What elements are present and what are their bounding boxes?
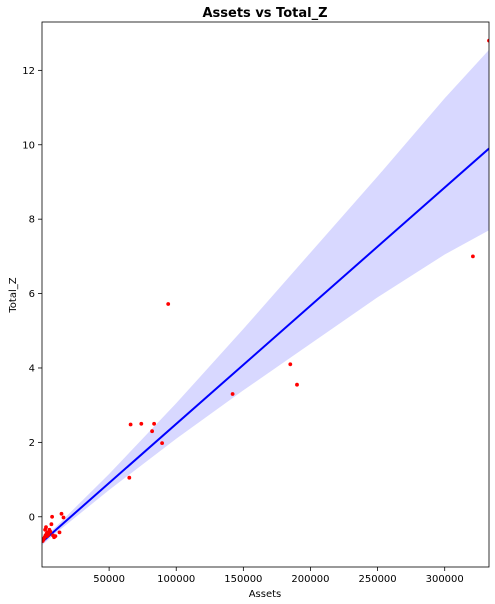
- data-point: [150, 429, 155, 434]
- data-point: [230, 392, 235, 396]
- x-tick-label: 250000: [358, 574, 396, 585]
- plot-frame: [41, 21, 490, 568]
- x-tick-label: 100000: [157, 574, 195, 585]
- data-point: [48, 529, 53, 534]
- data-point: [487, 38, 489, 43]
- confidence-band: [42, 49, 489, 546]
- data-point: [471, 254, 475, 259]
- y-tick-label: 12: [22, 66, 35, 77]
- y-tick-label: 10: [22, 140, 35, 151]
- x-tick-label: 300000: [426, 574, 464, 585]
- y-tick-label: 8: [29, 215, 35, 226]
- data-point: [160, 441, 165, 445]
- x-axis-ticks: 50000 100000 150000 200000 250000 300000: [93, 567, 464, 585]
- data-point: [288, 362, 293, 367]
- data-points: [42, 38, 489, 543]
- regression-line: [42, 147, 489, 543]
- x-axis-label: Assets: [249, 589, 282, 600]
- data-point: [152, 421, 157, 426]
- x-tick-label: 50000: [93, 574, 125, 585]
- y-tick-label: 4: [29, 363, 35, 374]
- chart-title: Assets vs Total_Z: [202, 6, 327, 21]
- data-point: [57, 530, 62, 535]
- data-point: [166, 302, 171, 306]
- y-tick-label: 2: [29, 438, 35, 449]
- data-point: [295, 382, 299, 387]
- data-point: [44, 525, 48, 530]
- y-axis-label: Total_Z: [8, 277, 19, 313]
- x-tick-label: 150000: [224, 574, 262, 585]
- plot-area: [42, 38, 489, 546]
- data-point: [46, 532, 51, 537]
- data-point: [127, 475, 132, 480]
- x-tick-label: 200000: [291, 574, 329, 585]
- data-point: [49, 522, 54, 527]
- data-point: [59, 511, 64, 516]
- y-tick-label: 6: [29, 289, 35, 300]
- data-point: [61, 515, 66, 520]
- data-point: [139, 421, 144, 426]
- data-point: [128, 422, 133, 427]
- y-tick-label: 0: [29, 512, 35, 523]
- data-point: [50, 514, 54, 519]
- y-axis-ticks: 0 2 4 6 8 10 12: [22, 66, 42, 523]
- data-point: [53, 534, 58, 538]
